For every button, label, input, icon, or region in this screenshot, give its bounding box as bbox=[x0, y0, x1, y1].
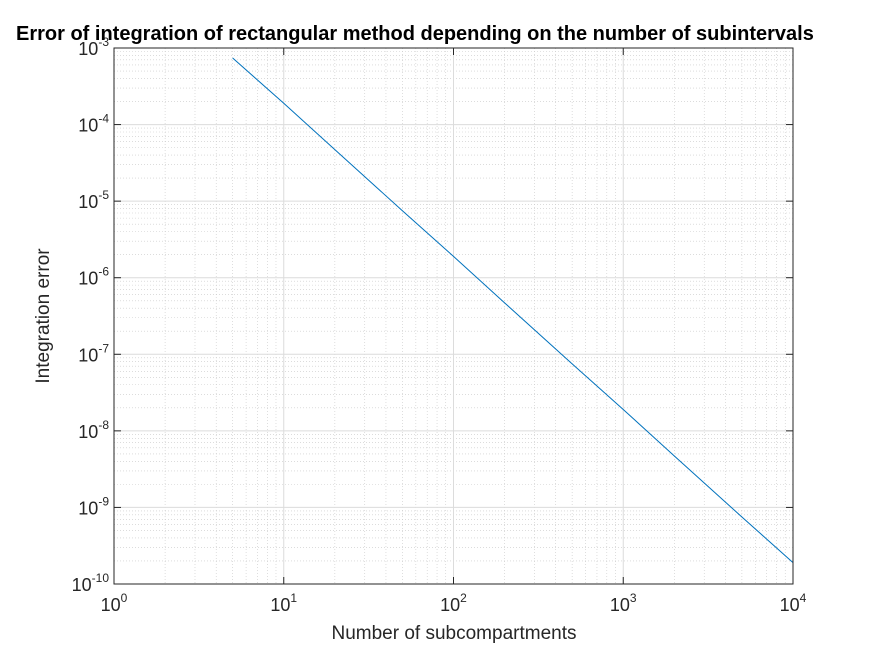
y-tick-label: 10-6 bbox=[78, 265, 109, 289]
y-tick-label: 10-5 bbox=[78, 188, 109, 212]
chart-title: Error of integration of rectangular meth… bbox=[16, 23, 814, 45]
y-tick-labels: 10-10 10-9 10-8 10-7 10-6 10-5 10-4 10-3 bbox=[72, 35, 793, 595]
major-grid bbox=[114, 48, 793, 584]
x-tick-label: 104 bbox=[780, 591, 807, 615]
y-tick-label: 10-3 bbox=[78, 35, 109, 59]
x-axis-label: Number of subcompartments bbox=[332, 623, 577, 644]
x-tick-label: 101 bbox=[270, 591, 297, 615]
x-tick-label: 102 bbox=[440, 591, 467, 615]
y-tick-label: 10-10 bbox=[72, 571, 110, 595]
x-tick-labels: 100 101 102 103 104 bbox=[101, 48, 807, 615]
y-tick-label: 10-9 bbox=[78, 494, 109, 518]
y-tick-label: 10-4 bbox=[78, 112, 109, 136]
y-tick-label: 10-8 bbox=[78, 418, 109, 442]
plot-lines bbox=[232, 57, 794, 564]
series-line-1 bbox=[232, 57, 794, 564]
y-axis-label: Integration error bbox=[33, 248, 54, 384]
y-tick-label: 10-7 bbox=[78, 341, 109, 365]
x-tick-label: 100 bbox=[101, 591, 128, 615]
x-tick-label: 103 bbox=[610, 591, 637, 615]
